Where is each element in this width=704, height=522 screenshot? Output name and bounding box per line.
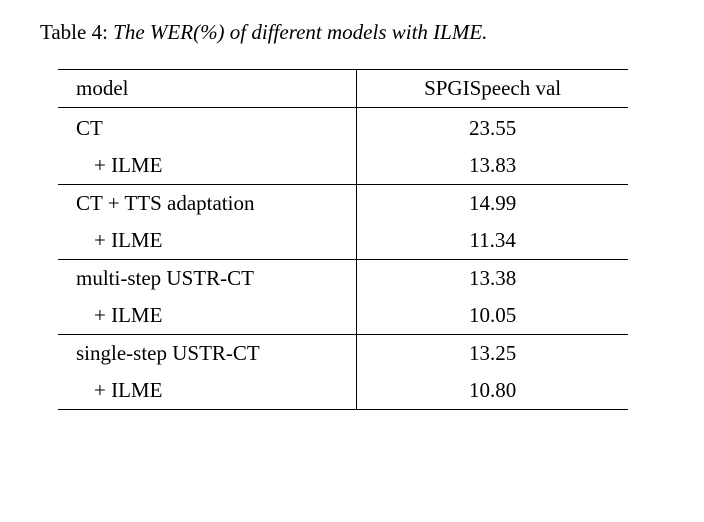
cell-model: + ILME [58,222,357,260]
cell-val: 13.38 [357,260,628,298]
table-row: + ILME10.80 [58,372,628,410]
cell-model: + ILME [58,372,357,410]
table-row: + ILME10.05 [58,297,628,335]
table-row: + ILME13.83 [58,147,628,185]
cell-model: CT [58,108,357,148]
table-caption: Table 4: The WER(%) of different models … [40,20,664,45]
table-row: single-step USTR-CT13.25 [58,335,628,373]
cell-val: 13.83 [357,147,628,185]
table-row: multi-step USTR-CT13.38 [58,260,628,298]
wer-table: model SPGISpeech val CT23.55+ ILME13.83C… [58,69,628,410]
table-row: + ILME11.34 [58,222,628,260]
cell-model: multi-step USTR-CT [58,260,357,298]
cell-model: CT + TTS adaptation [58,185,357,223]
caption-label: Table 4: [40,20,108,44]
col-model: model [58,70,357,108]
cell-val: 13.25 [357,335,628,373]
cell-val: 10.80 [357,372,628,410]
cell-model: + ILME [58,297,357,335]
cell-val: 10.05 [357,297,628,335]
table-row: CT + TTS adaptation14.99 [58,185,628,223]
caption-title: The WER(%) of different models with ILME… [113,20,487,44]
cell-model: + ILME [58,147,357,185]
table-header-row: model SPGISpeech val [58,70,628,108]
cell-val: 11.34 [357,222,628,260]
cell-val: 14.99 [357,185,628,223]
col-val: SPGISpeech val [357,70,628,108]
table-row: CT23.55 [58,108,628,148]
cell-model: single-step USTR-CT [58,335,357,373]
cell-val: 23.55 [357,108,628,148]
